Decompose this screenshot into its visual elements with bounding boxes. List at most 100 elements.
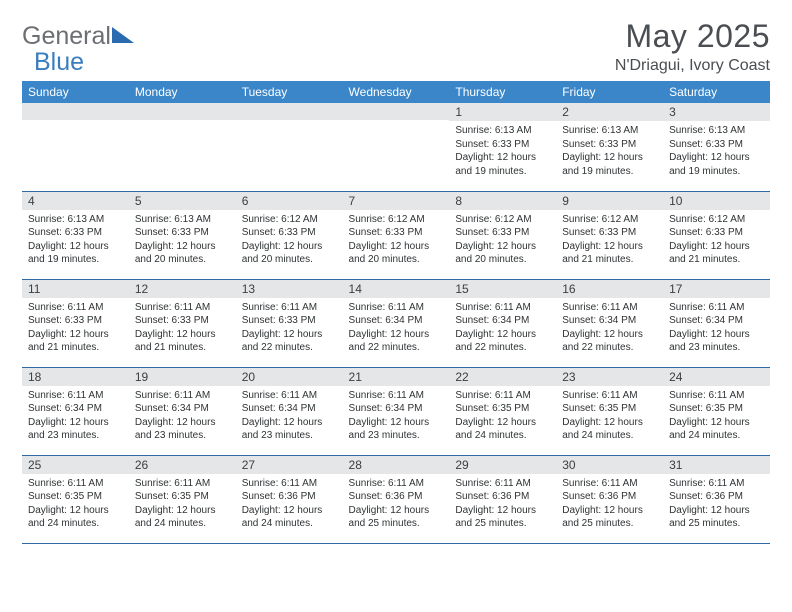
sunset-text: Sunset: 6:36 PM [562,490,657,504]
day-details: Sunrise: 6:11 AMSunset: 6:34 PMDaylight:… [663,298,770,359]
weekday-header: Sunday [22,81,129,103]
day-details: Sunrise: 6:11 AMSunset: 6:35 PMDaylight:… [449,386,556,447]
day-details: Sunrise: 6:11 AMSunset: 6:34 PMDaylight:… [449,298,556,359]
calendar-day-cell: 29Sunrise: 6:11 AMSunset: 6:36 PMDayligh… [449,455,556,543]
sunset-text: Sunset: 6:36 PM [455,490,550,504]
day-details: Sunrise: 6:11 AMSunset: 6:34 PMDaylight:… [22,386,129,447]
day-number: 19 [129,368,236,386]
day-details: Sunrise: 6:11 AMSunset: 6:36 PMDaylight:… [449,474,556,535]
day-details: Sunrise: 6:12 AMSunset: 6:33 PMDaylight:… [236,210,343,271]
sunrise-text: Sunrise: 6:11 AM [669,477,764,491]
sunset-text: Sunset: 6:33 PM [562,138,657,152]
day-number: 5 [129,192,236,210]
weekday-header: Tuesday [236,81,343,103]
calendar-day-cell: 13Sunrise: 6:11 AMSunset: 6:33 PMDayligh… [236,279,343,367]
sunrise-text: Sunrise: 6:13 AM [669,124,764,138]
sail-icon [112,27,134,43]
daylight-text: Daylight: 12 hours and 23 minutes. [669,328,764,355]
day-details: Sunrise: 6:12 AMSunset: 6:33 PMDaylight:… [449,210,556,271]
daylight-text: Daylight: 12 hours and 20 minutes. [135,240,230,267]
day-details: Sunrise: 6:11 AMSunset: 6:34 PMDaylight:… [129,386,236,447]
page-header: General May 2025 N'Driagui, Ivory Coast [22,18,770,75]
day-number [22,103,129,120]
day-details: Sunrise: 6:11 AMSunset: 6:36 PMDaylight:… [236,474,343,535]
sunrise-text: Sunrise: 6:11 AM [135,389,230,403]
day-number: 14 [343,280,450,298]
sunset-text: Sunset: 6:36 PM [349,490,444,504]
sunset-text: Sunset: 6:33 PM [455,226,550,240]
brand-part2: Blue [34,48,84,77]
daylight-text: Daylight: 12 hours and 24 minutes. [28,504,123,531]
day-details: Sunrise: 6:11 AMSunset: 6:33 PMDaylight:… [22,298,129,359]
calendar-day-cell: 16Sunrise: 6:11 AMSunset: 6:34 PMDayligh… [556,279,663,367]
day-number: 28 [343,456,450,474]
sunrise-text: Sunrise: 6:13 AM [28,213,123,227]
day-details: Sunrise: 6:13 AMSunset: 6:33 PMDaylight:… [663,121,770,182]
daylight-text: Daylight: 12 hours and 22 minutes. [242,328,337,355]
daylight-text: Daylight: 12 hours and 21 minutes. [135,328,230,355]
weekday-header: Monday [129,81,236,103]
sunrise-text: Sunrise: 6:11 AM [135,301,230,315]
calendar-day-cell [22,103,129,191]
sunrise-text: Sunrise: 6:11 AM [349,301,444,315]
day-details: Sunrise: 6:12 AMSunset: 6:33 PMDaylight:… [343,210,450,271]
calendar-day-cell: 7Sunrise: 6:12 AMSunset: 6:33 PMDaylight… [343,191,450,279]
daylight-text: Daylight: 12 hours and 21 minutes. [562,240,657,267]
day-number: 7 [343,192,450,210]
day-number: 26 [129,456,236,474]
calendar-day-cell: 22Sunrise: 6:11 AMSunset: 6:35 PMDayligh… [449,367,556,455]
sunset-text: Sunset: 6:34 PM [562,314,657,328]
day-number: 17 [663,280,770,298]
sunset-text: Sunset: 6:34 PM [349,402,444,416]
brand-logo: General [22,18,136,51]
daylight-text: Daylight: 12 hours and 23 minutes. [242,416,337,443]
sunrise-text: Sunrise: 6:11 AM [349,389,444,403]
sunrise-text: Sunrise: 6:11 AM [28,301,123,315]
sunset-text: Sunset: 6:34 PM [28,402,123,416]
daylight-text: Daylight: 12 hours and 25 minutes. [455,504,550,531]
day-number: 31 [663,456,770,474]
sunset-text: Sunset: 6:34 PM [669,314,764,328]
day-details: Sunrise: 6:13 AMSunset: 6:33 PMDaylight:… [556,121,663,182]
sunset-text: Sunset: 6:36 PM [242,490,337,504]
day-details: Sunrise: 6:11 AMSunset: 6:36 PMDaylight:… [343,474,450,535]
sunrise-text: Sunrise: 6:11 AM [562,301,657,315]
sunrise-text: Sunrise: 6:11 AM [28,477,123,491]
calendar-day-cell: 23Sunrise: 6:11 AMSunset: 6:35 PMDayligh… [556,367,663,455]
day-number: 11 [22,280,129,298]
day-details: Sunrise: 6:11 AMSunset: 6:33 PMDaylight:… [236,298,343,359]
sunset-text: Sunset: 6:34 PM [242,402,337,416]
daylight-text: Daylight: 12 hours and 24 minutes. [562,416,657,443]
month-title: May 2025 [615,18,770,55]
sunset-text: Sunset: 6:36 PM [669,490,764,504]
sunrise-text: Sunrise: 6:11 AM [242,301,337,315]
daylight-text: Daylight: 12 hours and 23 minutes. [349,416,444,443]
calendar-day-cell: 20Sunrise: 6:11 AMSunset: 6:34 PMDayligh… [236,367,343,455]
weekday-header: Wednesday [343,81,450,103]
calendar-body: 1Sunrise: 6:13 AMSunset: 6:33 PMDaylight… [22,103,770,543]
day-details: Sunrise: 6:11 AMSunset: 6:36 PMDaylight:… [556,474,663,535]
weekday-header: Thursday [449,81,556,103]
day-number: 18 [22,368,129,386]
daylight-text: Daylight: 12 hours and 25 minutes. [669,504,764,531]
sunrise-text: Sunrise: 6:11 AM [242,477,337,491]
day-details: Sunrise: 6:11 AMSunset: 6:35 PMDaylight:… [22,474,129,535]
day-details: Sunrise: 6:11 AMSunset: 6:34 PMDaylight:… [236,386,343,447]
day-number: 15 [449,280,556,298]
day-details: Sunrise: 6:11 AMSunset: 6:35 PMDaylight:… [129,474,236,535]
daylight-text: Daylight: 12 hours and 20 minutes. [349,240,444,267]
day-details: Sunrise: 6:12 AMSunset: 6:33 PMDaylight:… [663,210,770,271]
day-number [343,103,450,120]
calendar-day-cell: 31 Sunrise: 6:11 AMSunset: 6:36 PMDayligh… [663,455,770,543]
calendar-day-cell: 15Sunrise: 6:11 AMSunset: 6:34 PMDayligh… [449,279,556,367]
calendar-day-cell: 2Sunrise: 6:13 AMSunset: 6:33 PMDaylight… [556,103,663,191]
daylight-text: Daylight: 12 hours and 24 minutes. [242,504,337,531]
day-details: Sunrise: 6:11 AMSunset: 6:33 PMDaylight:… [129,298,236,359]
calendar-day-cell: 3Sunrise: 6:13 AMSunset: 6:33 PMDaylight… [663,103,770,191]
sunrise-text: Sunrise: 6:13 AM [135,213,230,227]
day-details: Sunrise: 6:13 AMSunset: 6:33 PMDaylight:… [22,210,129,271]
calendar-header-row: SundayMondayTuesdayWednesdayThursdayFrid… [22,81,770,103]
calendar-day-cell [343,103,450,191]
day-number: 1 [449,103,556,121]
calendar-day-cell: 30Sunrise: 6:11 AMSunset: 6:36 PMDayligh… [556,455,663,543]
